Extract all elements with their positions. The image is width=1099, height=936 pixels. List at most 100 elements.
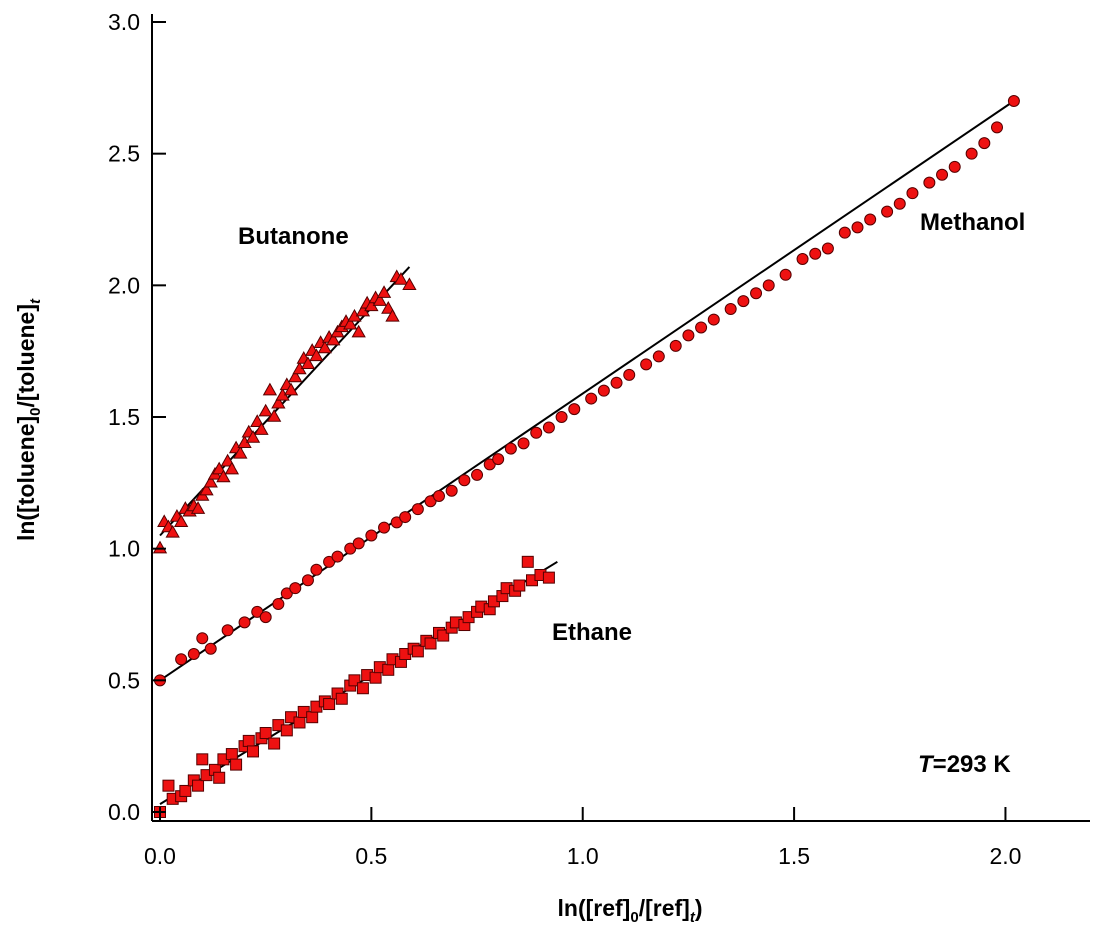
butanone-point [173,514,189,528]
ethane-point [437,629,450,642]
methanol-point [221,624,234,637]
methanol-point [301,574,314,587]
series-label-methanol: Methanol [920,209,1025,236]
methanol-point [737,295,750,308]
x-axis-title-mid: /[ref] [639,895,690,921]
y-tick-label: 2.5 [108,141,140,167]
methanol-point [204,642,217,655]
methanol-point [881,205,894,218]
methanol-point [504,442,517,455]
methanol-point [652,350,665,363]
methanol-point [965,147,978,160]
y-tick-label: 1.0 [108,536,140,562]
ethane-point [513,579,526,592]
methanol-point [492,453,505,466]
methanol-point [682,329,695,342]
butanone-point [393,272,409,285]
butanone-point [376,285,392,298]
methanol-point [424,495,437,508]
x-axis-title-sub0: 0 [630,909,638,926]
butanone-point [233,445,248,459]
y-axis-title-main: ln([toluene] [13,416,39,541]
methanol-point [893,197,906,210]
methanol-point [530,426,543,439]
ethane-point [424,637,437,650]
methanol-point [411,503,424,516]
butanone-point [300,356,316,370]
methanol-point [365,529,378,542]
ethane-point [192,779,205,792]
methanol-point [585,392,598,405]
butanone-point [309,348,324,362]
ethane-point [348,674,361,687]
butanone-point [317,340,333,354]
methanol-point [251,605,264,618]
ethane-point [323,698,336,711]
methanol-point [323,555,336,568]
butanone-point [220,453,235,467]
ethane-point [213,771,226,784]
methanol-point [779,268,792,281]
methanol-point [542,421,555,434]
ethane-point [382,663,395,676]
butanone-point [216,469,231,483]
ethane-point [542,571,555,584]
butanone-point [402,277,417,291]
series-methanol-points [154,95,1020,687]
methanol-point [280,587,293,600]
butanone-point [262,382,278,396]
methanol-point [187,648,200,660]
methanol-point [483,458,496,471]
methanol-point [724,303,737,316]
x-axis-title: ln([ref]0/[ref]t) [558,895,703,926]
methanol-point [640,358,653,371]
methanol-point [851,221,864,234]
butanone-point [224,461,240,475]
butanone-point [326,332,341,346]
methanol-point [809,247,822,260]
butanone-point [258,403,273,417]
x-tick-label: 2.0 [989,843,1021,869]
y-axis-title-sub1: t [27,298,44,304]
methanol-point [517,437,530,450]
methanol-point [378,521,391,534]
butanone-point [351,324,366,338]
butanone-point [385,308,400,322]
methanol-point [623,368,636,381]
y-axis-title-mid: /[toluene] [13,304,39,408]
butanone-point [372,293,387,306]
methanol-point [331,550,344,563]
ethane-point [162,779,175,792]
methanol-point [555,411,568,423]
butanone-point [254,422,269,435]
methanol-point [310,563,323,576]
methanol-point [864,213,877,226]
methanol-point [471,468,484,481]
methanol-point [978,137,991,150]
methanol-point [1007,95,1020,107]
methanol-point [352,537,365,550]
series-ethane-points [154,555,555,818]
methanol-point [289,582,302,595]
methanol-point [750,287,763,300]
methanol-point [445,484,458,497]
methanol-point [796,253,809,265]
methanol-point [390,516,403,529]
y-tick-label: 0.5 [108,667,140,693]
ethane-point [369,671,382,684]
ethane-point [230,758,243,771]
x-axis-title-sub1: t [690,909,696,926]
butanone-point [271,395,286,409]
annotation-italic: T [918,751,935,778]
butanone-point [381,301,396,314]
ticks: 0.0 0.5 1.0 1.5 2.0 0.0 0.5 1.0 1.5 2.0 2.5 3.0 [108,9,1021,869]
methanol-point [906,187,919,200]
fit-line-methanol [159,100,1015,682]
ethane-point [179,784,192,797]
ethane-point [247,745,259,758]
butanone-point [250,414,265,427]
ethane-point [242,734,255,747]
methanol-point [762,279,775,292]
methanol-point [458,474,471,487]
